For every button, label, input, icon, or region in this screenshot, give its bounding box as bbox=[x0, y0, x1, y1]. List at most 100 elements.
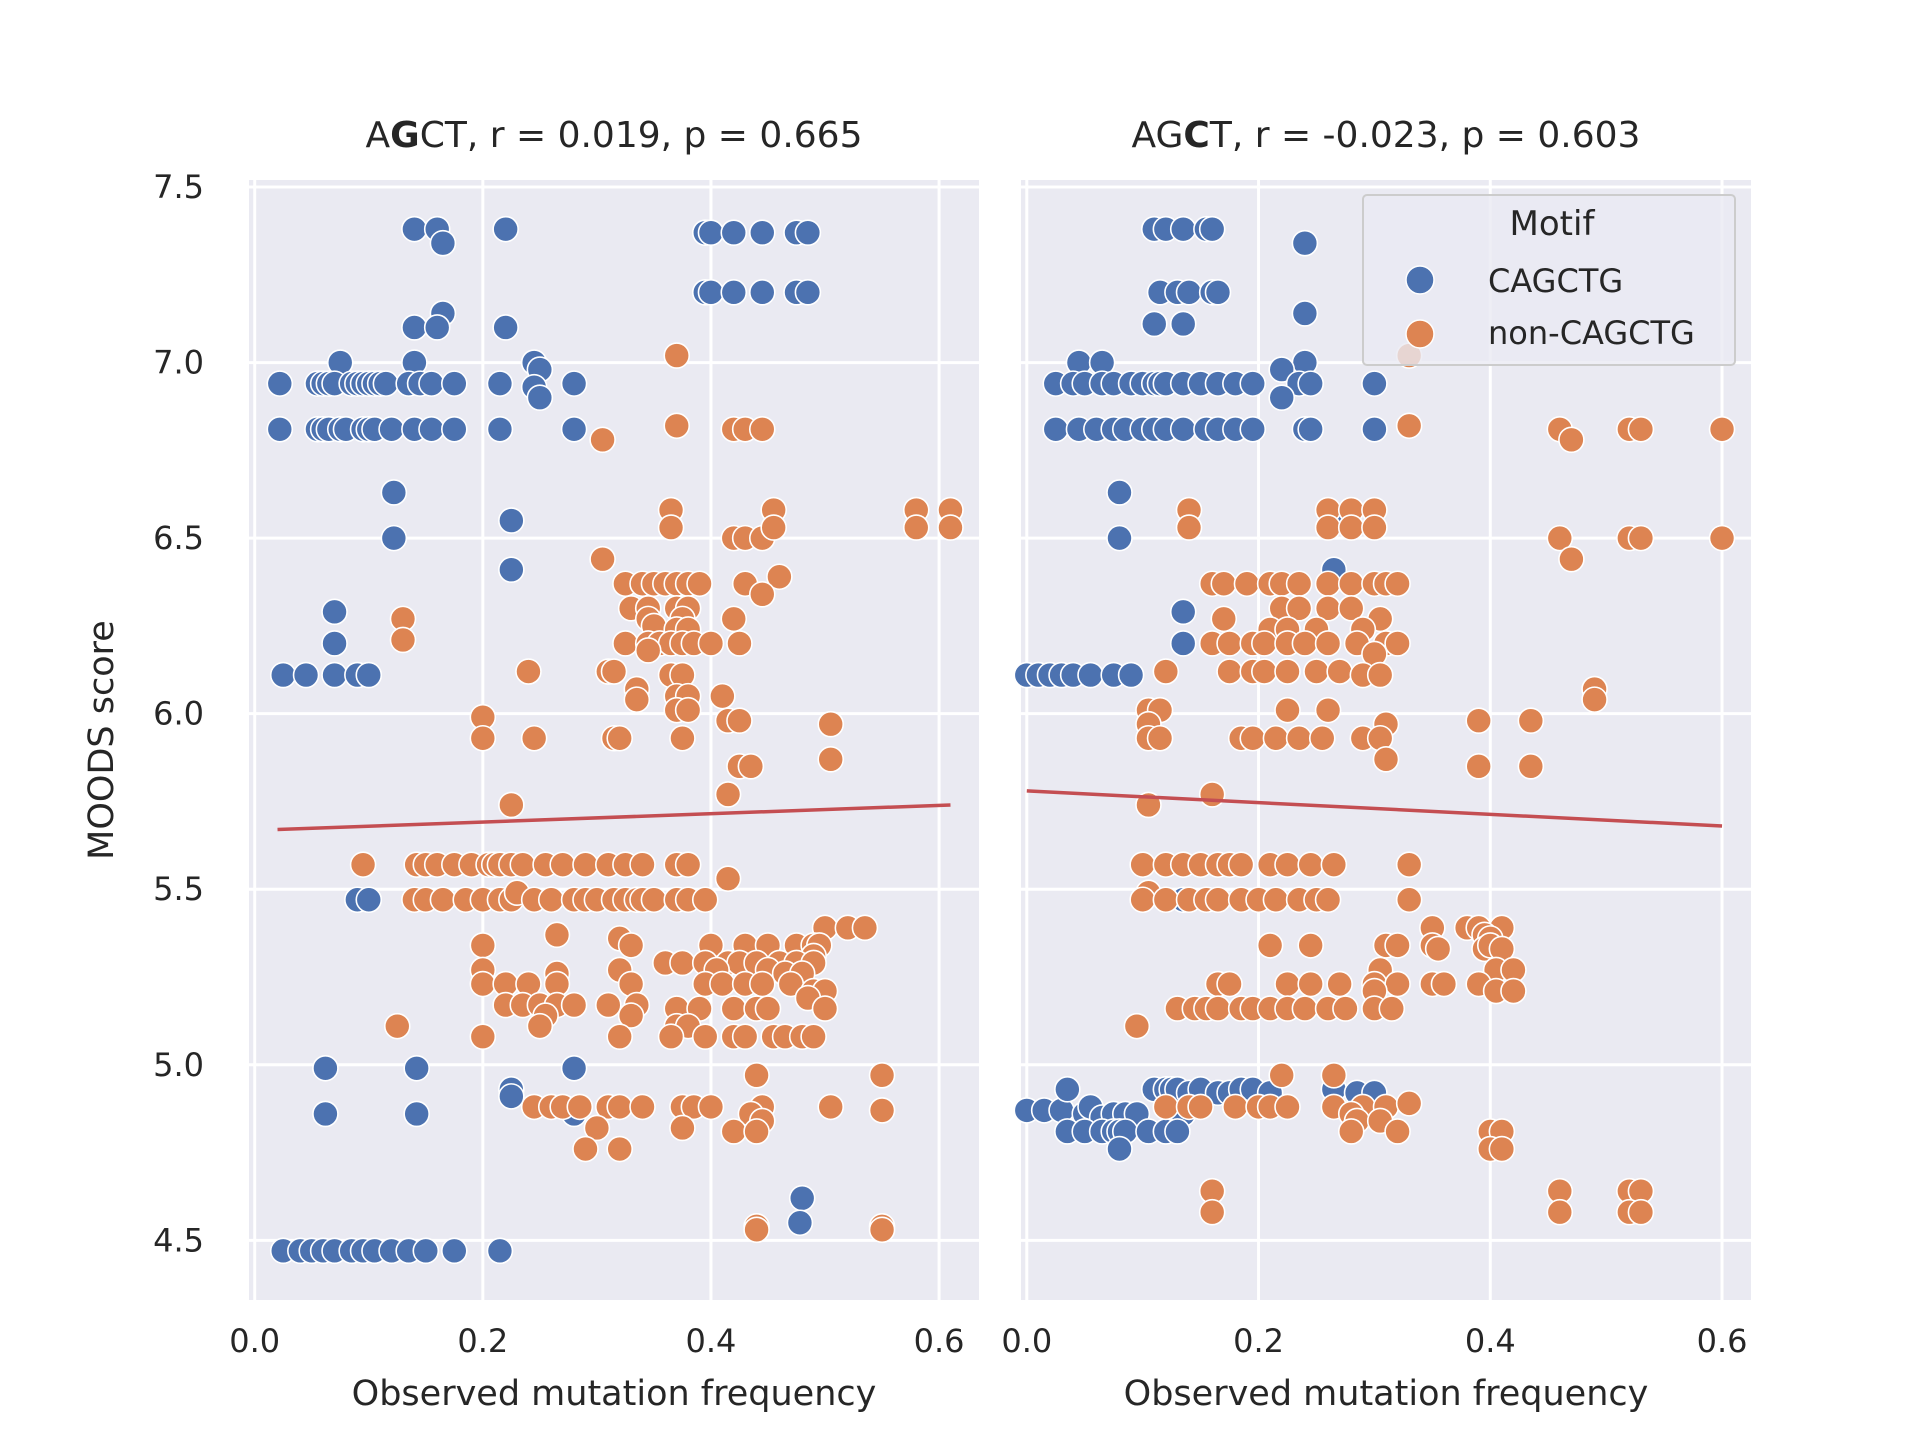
right-point-non-cagctg bbox=[1216, 970, 1243, 998]
left-point-non-cagctg bbox=[634, 637, 662, 664]
right-point-cagctg bbox=[1169, 630, 1197, 657]
right-point-cagctg bbox=[1204, 279, 1232, 306]
left-point-non-cagctg bbox=[743, 1216, 770, 1244]
left-y-tick-label: 4.5 bbox=[153, 1221, 204, 1259]
right-point-cagctg bbox=[1106, 479, 1133, 506]
left-point-non-cagctg bbox=[640, 886, 668, 914]
right-point-non-cagctg bbox=[1285, 570, 1313, 598]
left-point-non-cagctg bbox=[657, 514, 685, 541]
left-point-cagctg bbox=[312, 1100, 339, 1128]
right-point-non-cagctg bbox=[1558, 545, 1585, 573]
left-point-non-cagctg bbox=[709, 682, 736, 710]
left-point-cagctg bbox=[748, 279, 776, 306]
right-point-cagctg bbox=[1198, 215, 1226, 243]
right-point-non-cagctg bbox=[1198, 1198, 1226, 1226]
right-point-non-cagctg bbox=[1395, 412, 1423, 440]
right-point-cagctg bbox=[1291, 300, 1319, 327]
left-point-cagctg bbox=[441, 1237, 468, 1265]
right-point-non-cagctg bbox=[1314, 696, 1342, 724]
left-point-non-cagctg bbox=[714, 865, 742, 892]
right-point-non-cagctg bbox=[1314, 886, 1342, 914]
left-point-cagctg bbox=[312, 1054, 339, 1082]
left-point-non-cagctg bbox=[937, 514, 964, 541]
left-point-non-cagctg bbox=[748, 580, 776, 608]
right-chart-title: AGCT, r = -0.023, p = 0.603 bbox=[1132, 115, 1641, 156]
right-point-non-cagctg bbox=[1123, 1012, 1151, 1040]
right-x-tick-label: 0.2 bbox=[1233, 1322, 1284, 1360]
left-point-cagctg bbox=[486, 370, 514, 397]
left-point-non-cagctg bbox=[594, 991, 622, 1019]
right-x-axis-label: Observed mutation frequency bbox=[1124, 1374, 1649, 1414]
right-point-cagctg bbox=[1169, 598, 1197, 626]
left-point-cagctg bbox=[492, 314, 519, 341]
right-title-part-0: AG bbox=[1132, 115, 1184, 156]
right-point-non-cagctg bbox=[1326, 970, 1353, 998]
right-point-non-cagctg bbox=[1256, 932, 1284, 959]
left-point-non-cagctg bbox=[526, 1012, 554, 1040]
right-point-non-cagctg bbox=[1146, 724, 1174, 752]
right-point-non-cagctg bbox=[1384, 630, 1411, 657]
right-point-non-cagctg bbox=[1366, 661, 1394, 689]
left-point-cagctg bbox=[321, 598, 348, 626]
right-point-cagctg bbox=[1117, 661, 1145, 689]
left-point-cagctg bbox=[486, 415, 514, 443]
left-y-tick-label: 6.0 bbox=[153, 695, 204, 733]
right-point-non-cagctg bbox=[1175, 514, 1203, 541]
right-point-non-cagctg bbox=[1372, 746, 1400, 773]
left-point-cagctg bbox=[498, 556, 525, 584]
legend-marker-non-cagctg bbox=[1405, 319, 1435, 349]
left-x-tick-label: 0.4 bbox=[686, 1322, 737, 1360]
right-point-non-cagctg bbox=[1233, 570, 1261, 598]
left-point-non-cagctg bbox=[868, 1061, 896, 1089]
left-chart-title: AGCT, r = 0.019, p = 0.665 bbox=[366, 115, 863, 156]
left-point-non-cagctg bbox=[817, 746, 845, 773]
left-point-cagctg bbox=[794, 279, 822, 306]
right-point-non-cagctg bbox=[1558, 426, 1585, 454]
left-y-axis-label: MOODS score bbox=[82, 620, 122, 860]
right-point-non-cagctg bbox=[1337, 514, 1365, 541]
left-point-non-cagctg bbox=[726, 707, 753, 734]
right-point-non-cagctg bbox=[1303, 658, 1330, 685]
right-point-non-cagctg bbox=[1251, 658, 1278, 685]
right-point-non-cagctg bbox=[1297, 932, 1324, 959]
left-point-cagctg bbox=[498, 507, 525, 534]
right-point-non-cagctg bbox=[1384, 1118, 1411, 1145]
right-point-non-cagctg bbox=[1627, 415, 1655, 443]
right-point-non-cagctg bbox=[1262, 886, 1290, 914]
right-point-cagctg bbox=[1268, 384, 1296, 411]
left-point-cagctg bbox=[441, 415, 468, 443]
left-point-cagctg bbox=[429, 229, 457, 257]
right-point-non-cagctg bbox=[1627, 524, 1655, 552]
right-point-non-cagctg bbox=[1378, 995, 1406, 1022]
left-point-non-cagctg bbox=[669, 724, 696, 752]
left-point-non-cagctg bbox=[515, 658, 542, 685]
left-point-cagctg bbox=[355, 661, 383, 689]
right-point-cagctg bbox=[1077, 661, 1104, 689]
left-point-non-cagctg bbox=[743, 1118, 770, 1145]
right-point-non-cagctg bbox=[1274, 851, 1301, 878]
right-point-non-cagctg bbox=[1465, 753, 1492, 780]
legend-title: Motif bbox=[1510, 204, 1596, 244]
right-point-non-cagctg bbox=[1546, 524, 1574, 552]
left-point-non-cagctg bbox=[349, 851, 377, 878]
right-point-non-cagctg bbox=[1384, 970, 1411, 998]
left-point-non-cagctg bbox=[389, 626, 417, 654]
left-point-non-cagctg bbox=[606, 1135, 634, 1163]
left-point-non-cagctg bbox=[589, 545, 616, 573]
left-title-part-2: CT, r = 0.019, p = 0.665 bbox=[420, 115, 863, 156]
left-point-non-cagctg bbox=[748, 415, 776, 443]
left-point-cagctg bbox=[412, 1237, 440, 1265]
left-point-cagctg bbox=[321, 630, 348, 657]
left-x-tick-label: 0.6 bbox=[914, 1322, 965, 1360]
left-point-non-cagctg bbox=[720, 995, 748, 1022]
left-point-non-cagctg bbox=[572, 851, 599, 878]
right-point-non-cagctg bbox=[1430, 970, 1458, 998]
left-point-non-cagctg bbox=[800, 1023, 827, 1050]
right-point-non-cagctg bbox=[1361, 514, 1388, 541]
right-point-non-cagctg bbox=[1308, 724, 1336, 752]
right-point-non-cagctg bbox=[1227, 851, 1255, 878]
legend-marker-cagctg bbox=[1405, 265, 1435, 295]
left-panel: 0.0 0.2 0.4 0.6 4.5 5.0 5.5 6.0 6.5 7.0 7.5 AGCT,… bbox=[82, 115, 979, 1414]
left-point-cagctg bbox=[418, 415, 445, 443]
